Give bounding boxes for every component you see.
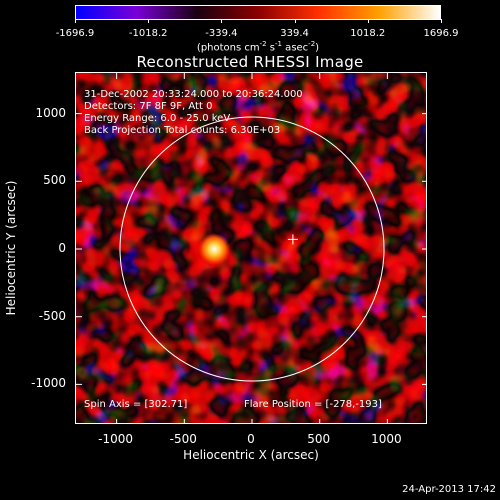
- colorbar-unit-label: (photons cm-2 s-1 asec-2): [196, 40, 320, 54]
- colorbar-tick-label: 1018.2: [350, 28, 386, 39]
- y-tick-label: -500: [38, 308, 66, 323]
- colorbar: [75, 5, 441, 20]
- x-tick-label: 0: [247, 432, 255, 446]
- info-line-energy: Energy Range: 6.0 - 25.0 keV: [84, 113, 231, 124]
- y-tick-label: -1000: [31, 376, 66, 391]
- image-title: Reconstructed RHESSI Image: [136, 53, 364, 71]
- colorbar-tick-mark: [367, 19, 369, 23]
- x-tick-label: 500: [307, 432, 331, 446]
- y-tick-label: 500: [43, 173, 66, 188]
- colorbar-tick-label: 339.4: [280, 28, 309, 39]
- image-plot: 31-Dec-2002 20:33:24.000 to 20:36:24.000…: [75, 72, 427, 424]
- image-texture: [76, 73, 426, 423]
- timestamp: 24-Apr-2013 17:42: [402, 484, 496, 495]
- colorbar-tick-label: -1696.9: [55, 28, 95, 39]
- colorbar-tick-label: -1018.2: [128, 28, 168, 39]
- y-tick-label: 1000: [35, 105, 66, 120]
- solar-limb-circle: [119, 116, 385, 382]
- spin-axis-label: Spin Axis = [302.71]: [84, 399, 188, 410]
- image-canvas: [76, 73, 426, 423]
- x-tick-label: 1000: [371, 432, 402, 446]
- colorbar-tick-mark: [294, 19, 296, 23]
- colorbar-tick-mark: [441, 19, 442, 23]
- colorbar-tick-mark: [75, 19, 76, 23]
- colorbar-tick-mark: [148, 19, 150, 23]
- colorbar-tick-mark: [221, 19, 223, 23]
- x-tick-label: -1000: [98, 432, 134, 446]
- info-line-detectors: Detectors: 7F 8F 9F, Att 0: [84, 101, 213, 112]
- x-tick-label: -500: [169, 432, 197, 446]
- colorbar-tick-label: 1696.9: [423, 28, 459, 39]
- x-axis-label: Heliocentric X (arcsec): [183, 448, 319, 462]
- y-tick-label: 0: [58, 241, 66, 255]
- y-axis-label: Heliocentric Y (arcsec): [4, 180, 18, 316]
- info-line-time: 31-Dec-2002 20:33:24.000 to 20:36:24.000: [84, 89, 303, 100]
- flare-position-label: Flare Position = [-278,-193]: [244, 399, 382, 410]
- info-line-method: Back Projection Total counts: 6.30E+03: [84, 125, 281, 136]
- colorbar-tick-label: -339.4: [205, 28, 238, 39]
- flare-source: [198, 233, 231, 266]
